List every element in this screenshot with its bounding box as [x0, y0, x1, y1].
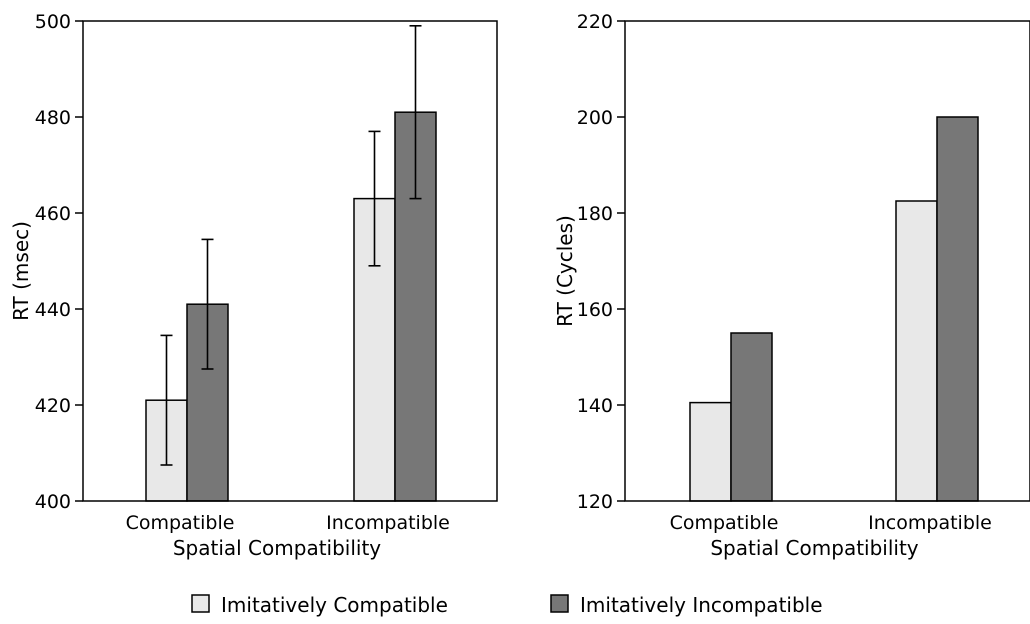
legend-label-imitatively-incompatible: Imitatively Incompatible — [580, 593, 823, 617]
x-tick-label-compatible: Compatible — [670, 512, 779, 534]
y-tick-label: 400 — [35, 491, 71, 513]
y-tick-label: 460 — [35, 203, 71, 225]
x-tick-label-compatible: Compatible — [126, 512, 235, 534]
bar-imitatively-compatible-incompatible — [895, 200, 938, 502]
x-tick-label-incompatible: Incompatible — [326, 512, 450, 534]
x-axis-title: Spatial Compatibility — [710, 536, 918, 560]
y-tick-label: 200 — [577, 107, 613, 129]
error-bar-imitatively-incompatible-compatible — [201, 238, 214, 370]
y-tick-label: 220 — [577, 11, 613, 33]
y-tick-label: 120 — [577, 491, 613, 513]
error-bar-imitatively-compatible-compatible — [160, 334, 173, 466]
y-tick-label: 420 — [35, 395, 71, 417]
y-tick-label: 140 — [577, 395, 613, 417]
plot-frame — [624, 20, 1030, 502]
y-tick-label: 500 — [35, 11, 71, 33]
bar-imitatively-incompatible-compatible — [730, 332, 773, 502]
y-tick-label: 160 — [577, 299, 613, 321]
bar-imitatively-compatible-compatible — [689, 401, 732, 502]
legend-label-imitatively-compatible: Imitatively Compatible — [221, 593, 448, 617]
y-axis-title: RT (msec) — [9, 221, 33, 321]
bar-imitatively-incompatible-incompatible — [936, 116, 979, 502]
x-axis-title: Spatial Compatibility — [173, 536, 381, 560]
error-bar-imitatively-compatible-incompatible — [368, 130, 381, 267]
error-bar-imitatively-incompatible-incompatible — [409, 24, 422, 200]
y-tick-label: 180 — [577, 203, 613, 225]
chart-panel-2: 120 140 160 180 200 220 Compatible Incompatible… — [553, 11, 1030, 560]
legend: Imitatively Compatible Imitatively Incom… — [191, 593, 823, 617]
legend-swatch-imitatively-incompatible — [550, 594, 569, 613]
x-tick-label-incompatible: Incompatible — [868, 512, 992, 534]
y-tick-label: 480 — [35, 107, 71, 129]
y-tick-label: 440 — [35, 299, 71, 321]
chart-panel-1: 400 420 440 460 480 500 Compatible Incompatible… — [9, 11, 498, 560]
plot-frame — [82, 20, 498, 502]
y-axis-title: RT (Cycles) — [553, 215, 577, 327]
legend-swatch-imitatively-compatible — [191, 594, 210, 613]
